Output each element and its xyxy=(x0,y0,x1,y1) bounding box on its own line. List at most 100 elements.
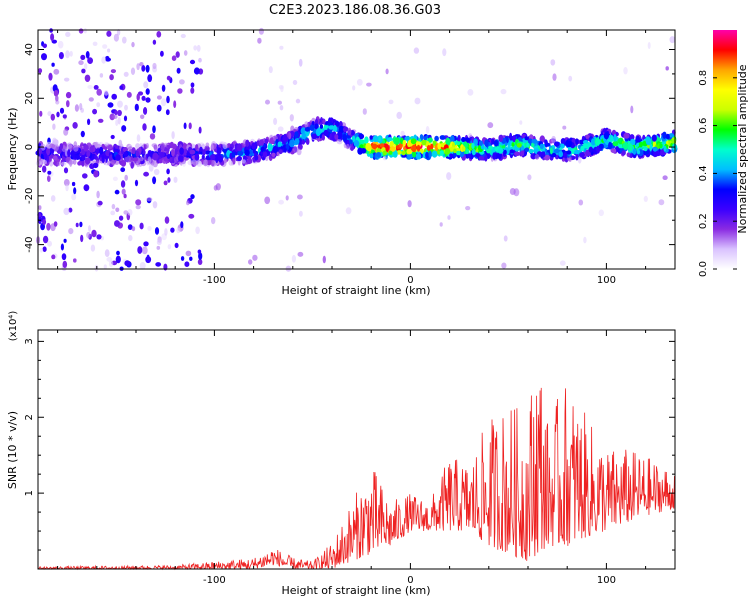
spectrogram-cell xyxy=(353,140,360,147)
spectrogram-cell xyxy=(319,124,323,129)
spectrogram-cell xyxy=(289,139,295,148)
spectrogram-cell xyxy=(211,160,215,166)
spectrogram-cell xyxy=(47,175,51,183)
spectrogram-cell xyxy=(202,149,206,156)
spectrogram-cell xyxy=(439,222,443,227)
x-tick-label: -100 xyxy=(203,575,226,586)
spectrogram-cell xyxy=(156,31,162,38)
spectrogram-cell xyxy=(539,143,544,149)
spectrogram-cell xyxy=(524,136,529,141)
spectrogram-cell xyxy=(49,143,55,149)
spectrogram-x-label: Height of straight line (km) xyxy=(281,284,430,297)
spectrogram-cell xyxy=(57,40,64,49)
spectrogram-cell xyxy=(273,117,278,125)
spectrogram-cell xyxy=(314,123,319,130)
spectrogram-cell xyxy=(439,135,446,140)
spectrogram-cell xyxy=(519,120,523,125)
colorbar-gradient xyxy=(713,30,737,269)
spectrogram-cell xyxy=(89,145,94,153)
spectrogram-cell xyxy=(194,153,200,161)
spectrogram-cell xyxy=(544,139,548,145)
spectrogram-cell xyxy=(86,150,91,158)
spectrogram-cell xyxy=(465,137,470,143)
spectrogram-cell xyxy=(63,207,70,216)
spectrogram-cell xyxy=(180,221,184,229)
spectrogram-cell xyxy=(114,220,120,227)
spectrogram-cell xyxy=(68,207,73,213)
spectrogram-cell xyxy=(42,219,47,225)
spectrogram-cell xyxy=(198,126,202,134)
spectrogram-cell xyxy=(531,142,535,148)
spectrogram-cell xyxy=(471,142,475,149)
spectrogram-cell xyxy=(277,100,282,105)
spectrogram-cell xyxy=(236,143,243,152)
spectrogram-cell xyxy=(107,102,114,108)
spectrogram-cell xyxy=(407,153,413,160)
spectrogram-cell xyxy=(78,28,84,34)
spectrogram-cell xyxy=(551,135,556,144)
spectrogram-cell xyxy=(662,131,667,139)
spectrogram-cell xyxy=(277,141,282,147)
spectrogram-cell xyxy=(579,152,585,158)
spectrogram-cell xyxy=(176,227,181,234)
spectrogram-cell xyxy=(379,143,385,148)
spectrogram-cell xyxy=(450,135,455,143)
colorbar-tick-label: 0.6 xyxy=(698,118,709,134)
spectrogram-cell xyxy=(96,102,101,108)
spectrogram-cell xyxy=(453,151,458,158)
spectrogram-cell xyxy=(312,129,317,135)
spectrogram-cell xyxy=(541,151,546,158)
spectrogram-cell xyxy=(147,74,153,83)
spectrogram-cell xyxy=(358,133,365,140)
y-tick-label: 1 xyxy=(24,490,35,496)
spectrogram-cell xyxy=(47,111,52,117)
spectrogram-cell xyxy=(652,140,657,149)
spectrogram-cell xyxy=(610,148,617,154)
spectrogram-cell xyxy=(107,161,111,166)
spectrogram-cell xyxy=(93,170,99,178)
spectrogram-cell xyxy=(297,251,304,257)
spectrogram-cell xyxy=(290,125,295,133)
spectrogram-cell xyxy=(461,137,466,142)
spectrogram-cell xyxy=(309,124,315,131)
spectrogram-cell xyxy=(321,134,325,141)
spectrogram-cell xyxy=(457,134,461,142)
spectrogram-cell xyxy=(262,151,268,158)
spectrogram-cell xyxy=(117,109,122,117)
spectrogram-cell xyxy=(167,244,172,250)
spectrogram-cell xyxy=(58,52,64,60)
spectrogram-cell xyxy=(145,256,152,264)
spectrogram-cell xyxy=(103,264,107,270)
spectrogram-cell xyxy=(198,57,202,63)
spectrogram-cell xyxy=(51,254,56,260)
spectrogram-cell xyxy=(121,160,126,166)
spectrogram-cell xyxy=(527,174,532,181)
spectrogram-cell xyxy=(509,132,513,141)
spectrogram-cell xyxy=(39,247,44,253)
spectrogram-cell xyxy=(101,56,107,64)
snr-y-ticks: 1 2 3 xyxy=(24,338,675,570)
spectrogram-cells xyxy=(35,27,678,272)
spectrogram-cell xyxy=(264,196,271,205)
spectrogram-cell xyxy=(195,226,200,235)
spectrogram-cell xyxy=(265,99,270,105)
spectrogram-cell xyxy=(575,152,579,161)
spectrogram-cell xyxy=(574,150,580,155)
spectrogram-cell xyxy=(390,146,396,152)
spectrogram-cell xyxy=(264,138,269,145)
spectrogram-cell xyxy=(278,199,284,205)
spectrogram-cell xyxy=(65,91,72,99)
spectrogram-cell xyxy=(131,41,135,48)
spectrogram-cell xyxy=(124,104,128,111)
spectrogram-cell xyxy=(251,142,257,150)
spectrogram-cell xyxy=(73,258,77,263)
spectrogram-cell xyxy=(152,201,158,209)
spectrogram-cell xyxy=(301,140,306,145)
spectrogram-cell xyxy=(160,143,165,151)
spectrogram-cell xyxy=(328,125,334,130)
spectrogram-cell xyxy=(554,141,560,147)
spectrogram-cell xyxy=(152,125,156,134)
spectrogram-cell xyxy=(549,147,553,155)
spectrogram-cell xyxy=(124,174,128,181)
spectrogram-cell xyxy=(659,143,663,149)
